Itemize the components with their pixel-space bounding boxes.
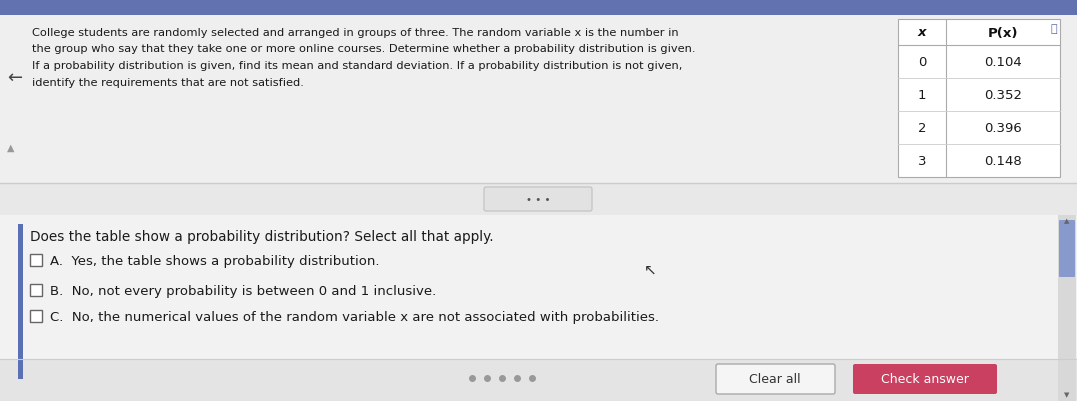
- Text: C.  No, the numerical values of the random variable x are not associated with pr: C. No, the numerical values of the rando…: [50, 311, 659, 324]
- FancyBboxPatch shape: [30, 310, 42, 322]
- FancyBboxPatch shape: [18, 225, 23, 379]
- Text: ▲: ▲: [1064, 217, 1069, 223]
- Text: ←: ←: [6, 69, 23, 87]
- FancyBboxPatch shape: [898, 20, 1060, 178]
- Text: 3: 3: [918, 155, 926, 168]
- Text: the group who say that they take one or more online courses. Determine whether a: the group who say that they take one or …: [32, 45, 696, 55]
- Text: 0.148: 0.148: [984, 155, 1022, 168]
- Text: B.  No, not every probability is between 0 and 1 inclusive.: B. No, not every probability is between …: [50, 285, 436, 298]
- Text: Clear all: Clear all: [750, 373, 801, 385]
- Text: 0.396: 0.396: [984, 122, 1022, 135]
- FancyBboxPatch shape: [0, 0, 1077, 16]
- Text: ▲: ▲: [6, 143, 14, 153]
- Text: Does the table show a probability distribution? Select all that apply.: Does the table show a probability distri…: [30, 229, 493, 243]
- FancyBboxPatch shape: [1059, 221, 1075, 277]
- Text: x: x: [918, 26, 926, 39]
- FancyBboxPatch shape: [30, 284, 42, 296]
- FancyBboxPatch shape: [30, 254, 42, 266]
- Text: 0.104: 0.104: [984, 56, 1022, 69]
- Text: • • •: • • •: [526, 194, 550, 205]
- Text: 2: 2: [918, 122, 926, 135]
- Text: College students are randomly selected and arranged in groups of three. The rand: College students are randomly selected a…: [32, 28, 679, 38]
- Text: Check answer: Check answer: [881, 373, 969, 385]
- FancyBboxPatch shape: [1058, 215, 1076, 401]
- Text: 0: 0: [918, 56, 926, 69]
- FancyBboxPatch shape: [0, 359, 1077, 401]
- Text: P(x): P(x): [988, 26, 1018, 39]
- Text: ⧉: ⧉: [1050, 24, 1057, 34]
- Text: identify the requirements that are not satisfied.: identify the requirements that are not s…: [32, 77, 304, 87]
- FancyBboxPatch shape: [0, 184, 1077, 215]
- FancyBboxPatch shape: [484, 188, 592, 211]
- Text: 0.352: 0.352: [984, 89, 1022, 102]
- FancyBboxPatch shape: [853, 364, 997, 394]
- FancyBboxPatch shape: [0, 16, 1077, 184]
- Text: A.  Yes, the table shows a probability distribution.: A. Yes, the table shows a probability di…: [50, 255, 379, 268]
- Text: ↖: ↖: [644, 262, 656, 277]
- Text: If a probability distribution is given, find its mean and standard deviation. If: If a probability distribution is given, …: [32, 61, 683, 71]
- FancyBboxPatch shape: [716, 364, 835, 394]
- Text: 1: 1: [918, 89, 926, 102]
- FancyBboxPatch shape: [0, 215, 1077, 401]
- Text: ▼: ▼: [1064, 391, 1069, 397]
